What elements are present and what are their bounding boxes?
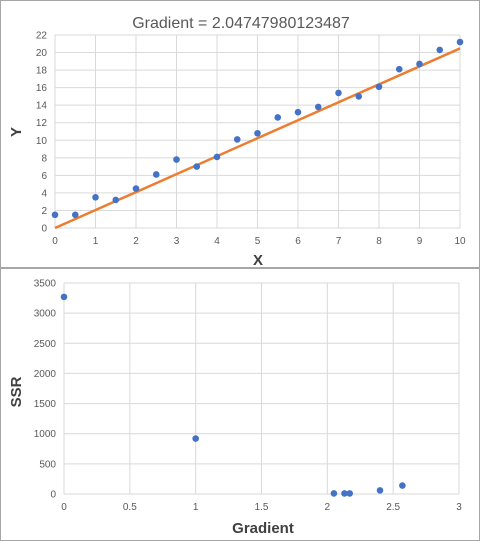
y-tick-label: 22 [36, 31, 48, 42]
y-tick-label: 0 [50, 490, 56, 501]
x-tick-label: 9 [417, 236, 423, 247]
data-point [314, 103, 322, 111]
x-tick-label: 1.5 [255, 502, 269, 513]
data-point [375, 83, 383, 91]
y-tick-label: 2500 [34, 339, 57, 350]
data-point [152, 171, 160, 178]
y-tick-label: 0 [41, 224, 47, 235]
data-point [416, 60, 423, 68]
x-tick-label: 5 [255, 236, 261, 247]
y-axis-title: SSR [8, 376, 25, 407]
y-axis-title: Y [8, 127, 25, 137]
data-point [192, 435, 199, 442]
y-tick-label: 12 [36, 118, 48, 129]
y-tick-label: 10 [36, 136, 48, 147]
x-tick-label: 6 [295, 236, 301, 247]
tick-labels: 0 0.5 1 1.5 2 2.5 3 0 500 1000 1500 2000 2500 3000 350… [34, 279, 462, 514]
plot-area [60, 293, 406, 497]
x-tick-label: 3 [174, 236, 180, 247]
y-tick-label: 500 [39, 459, 56, 470]
data-point [173, 156, 180, 163]
top-chart-panel: Gradient = 2.04747980123487 0 1 2 3 4 5 6 7 8 9 10… [0, 0, 480, 268]
data-point [254, 129, 261, 137]
y-tick-label: 8 [41, 153, 47, 164]
data-point [233, 136, 241, 143]
x-tick-label: 2 [325, 502, 331, 513]
y-tick-label: 14 [36, 101, 48, 112]
data-point [294, 108, 302, 116]
data-point [395, 65, 403, 73]
y-tick-label: 20 [36, 48, 48, 59]
x-tick-label: 0 [61, 502, 67, 513]
data-point [213, 153, 221, 161]
y-tick-label: 1500 [34, 399, 57, 410]
grid-lines [54, 34, 461, 229]
data-point [456, 38, 464, 46]
data-point [346, 490, 354, 497]
y-tick-label: 6 [41, 171, 47, 182]
data-point [376, 487, 384, 494]
y-tick-label: 18 [36, 66, 48, 77]
data-point [193, 163, 201, 170]
x-axis-title: Gradient [232, 520, 294, 537]
x-tick-label: 2 [133, 236, 139, 247]
data-point [60, 293, 68, 301]
fit-line [54, 47, 461, 230]
x-tick-label: 10 [454, 236, 466, 247]
y-tick-label: 2 [41, 206, 47, 217]
x-tick-label: 2.5 [386, 502, 400, 513]
data-point [92, 193, 99, 201]
data-point [112, 196, 120, 204]
x-axis-title: X [253, 252, 263, 267]
y-tick-label: 16 [36, 83, 48, 94]
y-vs-x-scatter-chart: Gradient = 2.04747980123487 0 1 2 3 4 5 6 7 8 9 10… [8, 15, 466, 267]
y-tick-label: 1000 [34, 429, 57, 440]
data-point [335, 89, 342, 97]
x-tick-label: 1 [193, 502, 199, 513]
x-tick-label: 0.5 [123, 502, 137, 513]
data-point [355, 93, 363, 100]
y-tick-label: 3500 [34, 279, 57, 290]
data-point [71, 211, 79, 219]
data-point [132, 185, 140, 192]
chart-title: Gradient = 2.04747980123487 [132, 15, 350, 32]
x-tick-label: 4 [214, 236, 220, 247]
data-point [51, 211, 59, 219]
data-point [399, 482, 406, 489]
y-tick-label: 3000 [34, 309, 57, 320]
bottom-chart-panel: 0 0.5 1 1.5 2 2.5 3 0 500 1000 1500 2000 2500 3000 350… [0, 268, 480, 541]
x-tick-label: 7 [336, 236, 342, 247]
x-tick-label: 1 [93, 236, 99, 247]
x-tick-label: 0 [52, 236, 58, 247]
ssr-vs-gradient-scatter-chart: 0 0.5 1 1.5 2 2.5 3 0 500 1000 1500 2000 2500 3000 350… [8, 279, 462, 538]
y-tick-label: 2000 [34, 369, 57, 380]
y-tick-label: 4 [41, 188, 47, 199]
data-point [330, 490, 338, 497]
grid-lines [63, 282, 460, 495]
data-point [341, 490, 348, 497]
plot-area [51, 38, 464, 230]
x-tick-label: 8 [376, 236, 382, 247]
x-tick-label: 3 [456, 502, 462, 513]
data-point [274, 114, 282, 121]
data-point [436, 46, 444, 54]
